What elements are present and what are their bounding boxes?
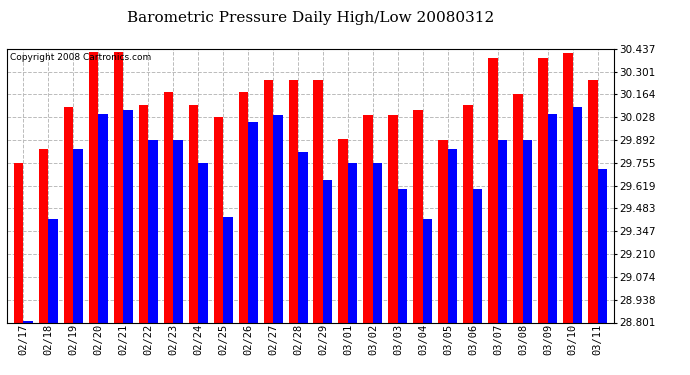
Bar: [63, 107, 73, 322]
Bar: [464, 105, 473, 322]
Bar: [73, 148, 83, 322]
Bar: [438, 140, 448, 322]
Bar: [398, 189, 408, 322]
Bar: [548, 114, 558, 322]
Bar: [273, 115, 282, 322]
Bar: [23, 321, 32, 322]
Bar: [88, 52, 98, 322]
Bar: [288, 80, 298, 322]
Bar: [348, 163, 357, 322]
Bar: [198, 163, 208, 322]
Bar: [413, 110, 423, 322]
Bar: [573, 107, 582, 322]
Bar: [589, 80, 598, 322]
Bar: [523, 140, 533, 322]
Bar: [14, 163, 23, 322]
Bar: [39, 148, 48, 322]
Text: Copyright 2008 Cartronics.com: Copyright 2008 Cartronics.com: [10, 53, 151, 62]
Bar: [498, 140, 507, 322]
Bar: [123, 110, 132, 322]
Bar: [388, 115, 398, 322]
Bar: [513, 94, 523, 322]
Bar: [188, 105, 198, 322]
Bar: [538, 58, 548, 322]
Bar: [364, 115, 373, 322]
Bar: [473, 189, 482, 322]
Text: Barometric Pressure Daily High/Low 20080312: Barometric Pressure Daily High/Low 20080…: [127, 11, 494, 25]
Bar: [298, 152, 308, 322]
Bar: [98, 114, 108, 322]
Bar: [489, 58, 498, 322]
Bar: [598, 169, 607, 322]
Bar: [164, 92, 173, 322]
Bar: [264, 80, 273, 322]
Bar: [339, 139, 348, 322]
Bar: [213, 117, 223, 322]
Bar: [223, 217, 233, 322]
Bar: [563, 53, 573, 322]
Bar: [323, 180, 333, 322]
Bar: [313, 80, 323, 322]
Bar: [239, 92, 248, 322]
Bar: [173, 140, 183, 322]
Bar: [373, 163, 382, 322]
Bar: [48, 219, 58, 322]
Bar: [114, 52, 123, 322]
Bar: [448, 148, 457, 322]
Bar: [139, 105, 148, 322]
Bar: [148, 140, 157, 322]
Bar: [248, 122, 257, 322]
Bar: [423, 219, 433, 322]
